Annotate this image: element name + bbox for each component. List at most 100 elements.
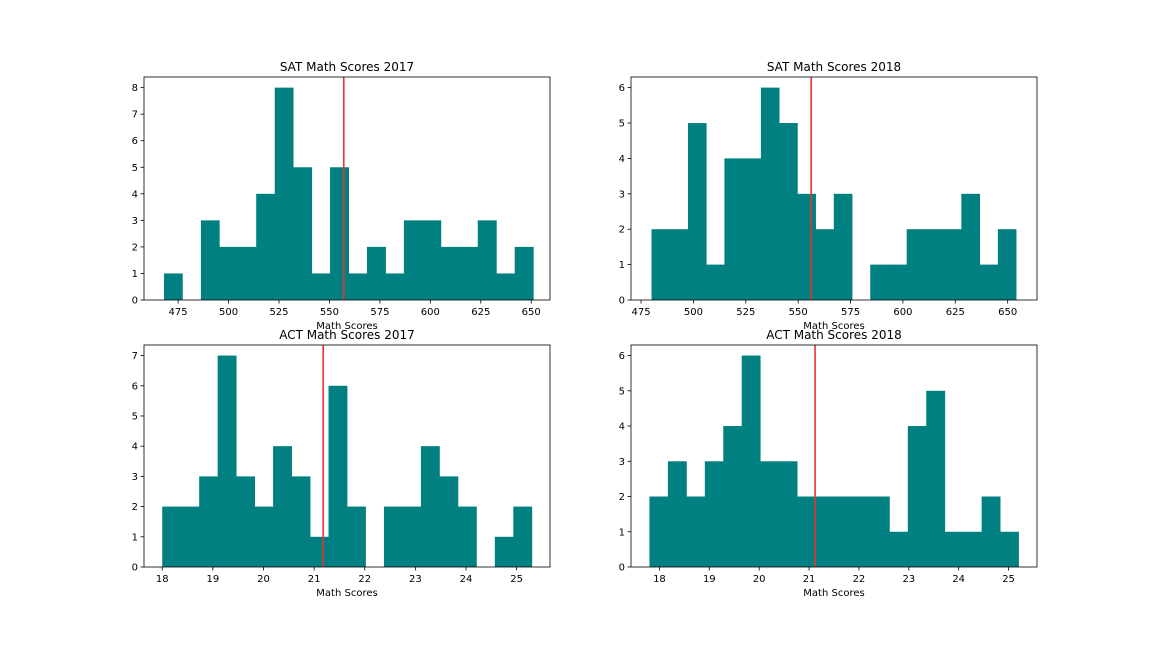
histogram-bar bbox=[422, 220, 442, 300]
histogram-bar bbox=[723, 426, 743, 567]
x-tick-label: 25 bbox=[510, 574, 523, 585]
axes-frame bbox=[630, 344, 1038, 568]
histogram-bar bbox=[477, 220, 497, 300]
histogram-bar bbox=[254, 506, 274, 567]
x-tick-label: 525 bbox=[736, 307, 755, 318]
x-tick-label: 18 bbox=[653, 574, 666, 585]
histogram-bar bbox=[513, 506, 533, 567]
x-tick-label: 625 bbox=[946, 307, 965, 318]
chart-title: SAT Math Scores 2017 bbox=[280, 60, 414, 74]
y-tick-label: 6 bbox=[132, 136, 138, 147]
histogram-bar bbox=[180, 506, 200, 567]
axes-frame bbox=[143, 344, 551, 568]
chart-title: ACT Math Scores 2017 bbox=[279, 328, 415, 342]
histogram-bar bbox=[385, 273, 405, 300]
histogram-bar bbox=[237, 246, 257, 300]
y-tick-label: 5 bbox=[619, 119, 625, 130]
histogram-bar bbox=[924, 229, 944, 300]
y-tick-label: 5 bbox=[619, 386, 625, 397]
histogram-bar bbox=[687, 123, 707, 301]
histogram-bar bbox=[997, 229, 1017, 300]
histogram-bar bbox=[347, 506, 366, 567]
y-tick-label: 0 bbox=[132, 296, 138, 307]
x-tick-label: 550 bbox=[320, 307, 339, 318]
x-tick-label: 19 bbox=[206, 574, 219, 585]
x-tick-label: 21 bbox=[803, 574, 816, 585]
histogram-bar bbox=[815, 496, 835, 567]
histogram-bar bbox=[778, 461, 798, 567]
y-tick-label: 4 bbox=[132, 189, 138, 200]
x-tick-label: 550 bbox=[789, 307, 808, 318]
y-tick-label: 3 bbox=[132, 216, 138, 227]
histogram-bar bbox=[256, 193, 276, 300]
histogram-bar bbox=[760, 87, 780, 301]
y-tick-label: 5 bbox=[132, 411, 138, 422]
histogram-bar bbox=[162, 506, 182, 567]
x-tick-label: 18 bbox=[156, 574, 169, 585]
y-tick-label: 2 bbox=[132, 242, 138, 253]
histogram-bar bbox=[291, 476, 311, 567]
chart-title: ACT Math Scores 2018 bbox=[766, 328, 902, 342]
histogram-bar bbox=[383, 506, 403, 567]
histogram-bar bbox=[906, 229, 926, 300]
x-tick-label: 525 bbox=[269, 307, 288, 318]
histogram-bar bbox=[274, 87, 294, 301]
y-tick-label: 2 bbox=[619, 225, 625, 236]
histogram-bar bbox=[741, 355, 761, 567]
x-tick-label: 25 bbox=[1002, 574, 1015, 585]
y-tick-label: 2 bbox=[132, 502, 138, 513]
histogram-bar bbox=[889, 531, 909, 567]
x-axis-label: Math Scores bbox=[803, 588, 864, 599]
histogram-bar bbox=[963, 531, 983, 567]
histogram-bar bbox=[944, 531, 964, 567]
histogram-bar bbox=[514, 246, 534, 300]
y-tick-label: 5 bbox=[132, 163, 138, 174]
histogram-bar bbox=[704, 461, 724, 567]
x-tick-label: 20 bbox=[753, 574, 766, 585]
y-tick-label: 1 bbox=[132, 532, 138, 543]
x-tick-label: 650 bbox=[998, 307, 1017, 318]
x-tick-label: 19 bbox=[703, 574, 716, 585]
y-tick-label: 6 bbox=[619, 351, 625, 362]
histogram-bar bbox=[926, 390, 946, 567]
histogram-bar bbox=[199, 476, 219, 567]
x-tick-label: 475 bbox=[169, 307, 188, 318]
histogram-bar bbox=[742, 158, 762, 300]
histogram-bar bbox=[870, 264, 889, 300]
histogram-bar bbox=[310, 536, 329, 567]
x-tick-label: 625 bbox=[471, 307, 490, 318]
x-axis-label: Math Scores bbox=[316, 588, 377, 599]
x-tick-label: 20 bbox=[257, 574, 270, 585]
histogram-bar bbox=[219, 246, 239, 300]
y-tick-label: 8 bbox=[132, 83, 138, 94]
x-tick-label: 22 bbox=[358, 574, 371, 585]
histogram-bar bbox=[779, 123, 798, 301]
histogram-bar bbox=[217, 355, 237, 567]
x-tick-label: 24 bbox=[460, 574, 473, 585]
histogram-bar bbox=[273, 446, 292, 567]
y-tick-label: 0 bbox=[619, 563, 625, 574]
x-tick-label: 21 bbox=[308, 574, 321, 585]
histogram-bar bbox=[402, 506, 422, 567]
x-tick-label: 575 bbox=[370, 307, 389, 318]
y-tick-label: 7 bbox=[132, 110, 138, 121]
histogram-bar bbox=[366, 246, 386, 300]
histogram-bar bbox=[815, 229, 835, 300]
histogram-bar bbox=[348, 273, 368, 300]
x-axis-label: Math Scores bbox=[316, 321, 377, 332]
x-tick-label: 22 bbox=[853, 574, 866, 585]
histogram-bar bbox=[311, 273, 331, 300]
y-tick-label: 6 bbox=[619, 83, 625, 94]
histogram-bar bbox=[797, 496, 816, 567]
histogram-bar bbox=[797, 193, 816, 300]
histogram-bar bbox=[888, 264, 908, 300]
histogram-panel-2: 475 500 525 550 575 600 625 650 0 1 2 3 4 5 6 SAT Math … bbox=[619, 60, 1038, 332]
x-tick-label: 500 bbox=[684, 307, 703, 318]
y-tick-label: 1 bbox=[619, 527, 625, 538]
histogram-bar bbox=[669, 229, 689, 300]
histogram-bar bbox=[667, 461, 687, 567]
histogram-bar bbox=[439, 476, 459, 567]
